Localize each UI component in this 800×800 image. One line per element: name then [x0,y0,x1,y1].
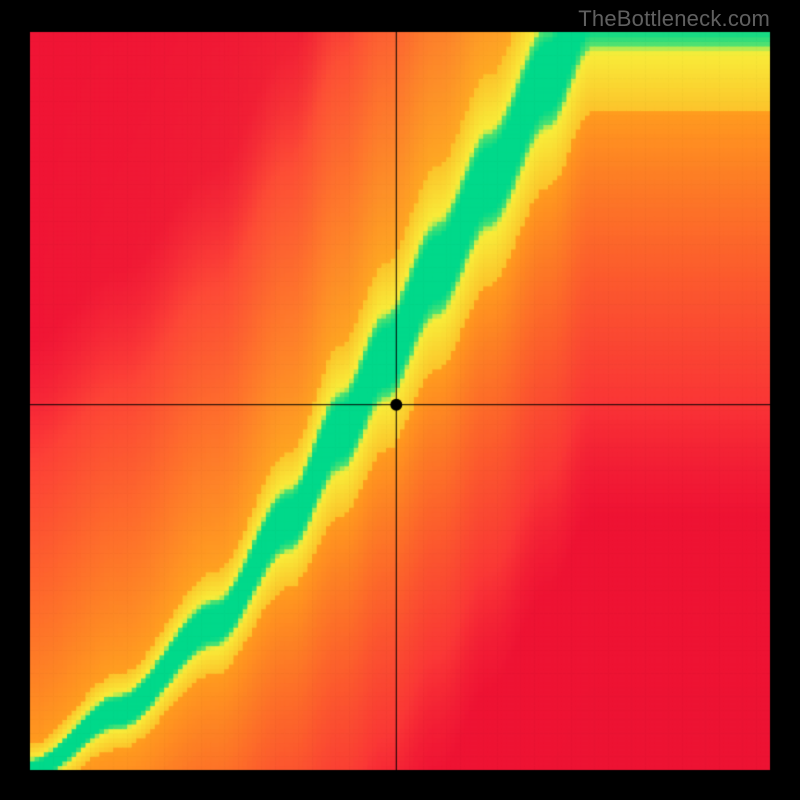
watermark-text: TheBottleneck.com [578,6,770,32]
chart-container: TheBottleneck.com [0,0,800,800]
heatmap-canvas [0,0,800,800]
